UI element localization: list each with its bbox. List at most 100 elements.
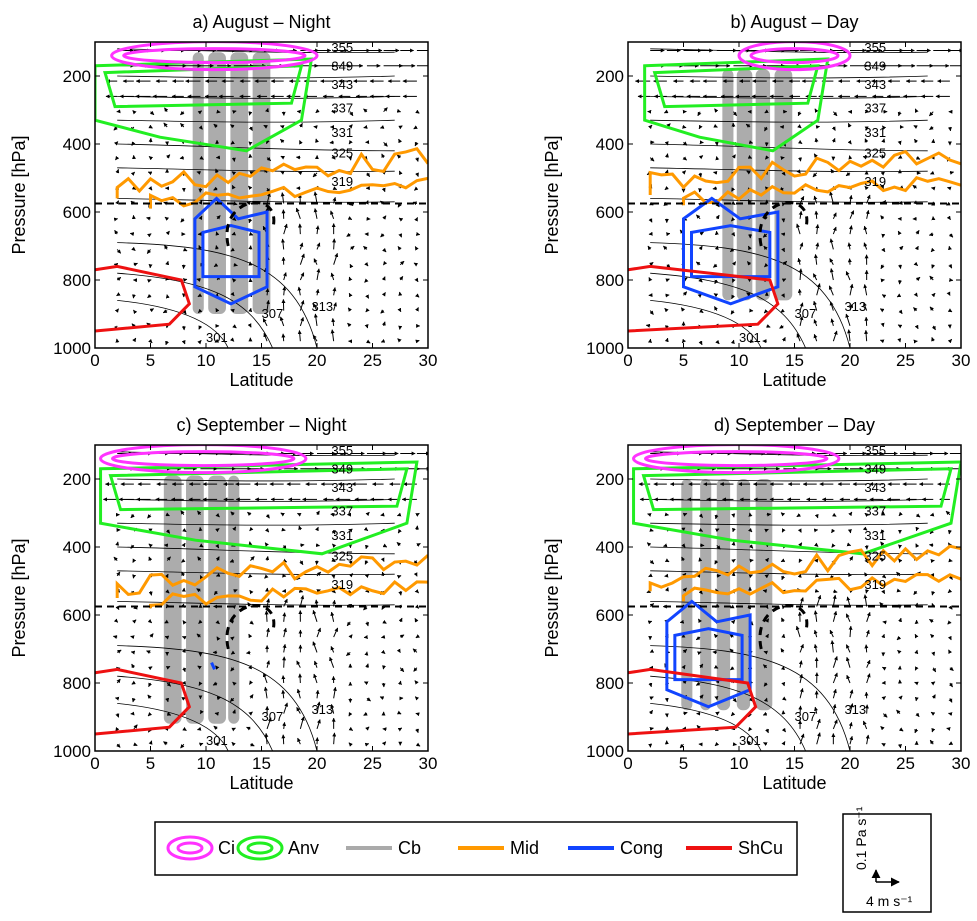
wind-vector bbox=[331, 273, 333, 280]
wind-vector bbox=[313, 173, 317, 177]
wind-vector bbox=[298, 689, 301, 698]
wind-vector bbox=[284, 722, 285, 729]
wind-vector bbox=[700, 173, 701, 177]
wind-vector bbox=[948, 591, 950, 593]
theta-label: 337 bbox=[864, 100, 886, 115]
wind-vector bbox=[816, 138, 817, 142]
wind-vector bbox=[246, 652, 250, 653]
legend-label: Anv bbox=[288, 838, 319, 858]
x-tick-label: 0 bbox=[90, 754, 99, 773]
wind-vector bbox=[281, 171, 284, 172]
x-tick-label: 15 bbox=[785, 351, 804, 370]
wind-vector bbox=[417, 234, 420, 235]
wind-vector bbox=[300, 545, 304, 546]
wind-vector bbox=[716, 515, 717, 519]
theta-label: 301 bbox=[206, 733, 228, 748]
wind-vector bbox=[417, 173, 418, 177]
wind-vector bbox=[667, 170, 668, 173]
shcu-contour bbox=[95, 266, 189, 331]
wind-vector bbox=[680, 744, 683, 748]
wind-vector bbox=[914, 126, 917, 127]
x-tick-label: 15 bbox=[252, 754, 271, 773]
wind-vector bbox=[814, 196, 816, 203]
wind-vector bbox=[880, 340, 883, 341]
wind-vector bbox=[267, 628, 269, 637]
wind-vector bbox=[650, 561, 654, 564]
x-tick-label: 25 bbox=[896, 351, 915, 370]
wind-vector bbox=[349, 743, 350, 744]
wind-vector bbox=[299, 526, 300, 530]
wind-vector bbox=[850, 690, 852, 699]
x-tick-label: 20 bbox=[308, 351, 327, 370]
wind-vector bbox=[800, 688, 803, 698]
wind-vector bbox=[250, 665, 251, 667]
wind-vector bbox=[917, 295, 918, 296]
wind-vector bbox=[917, 714, 920, 717]
wind-vector bbox=[648, 246, 650, 249]
wind-vector bbox=[833, 138, 835, 142]
wind-vector bbox=[817, 243, 818, 250]
wind-vector bbox=[317, 720, 320, 729]
wind-vector bbox=[134, 172, 135, 173]
wind-vector bbox=[817, 224, 818, 234]
wind-vector bbox=[399, 218, 400, 219]
wind-vector bbox=[947, 728, 950, 729]
wind-vector bbox=[332, 544, 333, 545]
wind-vector bbox=[350, 219, 351, 220]
wind-vector bbox=[163, 311, 167, 313]
wind-vector bbox=[847, 657, 850, 667]
cb-column bbox=[230, 52, 248, 314]
y-tick-label: 600 bbox=[63, 203, 91, 222]
wind-vector bbox=[649, 576, 651, 577]
legend-label: Ci bbox=[218, 838, 235, 858]
y-tick-label: 600 bbox=[596, 606, 624, 625]
wind-vector bbox=[199, 326, 201, 329]
wind-vector bbox=[400, 311, 401, 312]
wind-vector bbox=[147, 249, 150, 253]
wind-vector bbox=[898, 158, 900, 159]
wind-vector bbox=[733, 262, 735, 265]
vector-key: 0.1 Pa s⁻¹ 4 m s⁻¹ bbox=[843, 806, 931, 912]
y-tick-label: 800 bbox=[596, 271, 624, 290]
wind-vector bbox=[184, 729, 187, 731]
wind-vector bbox=[284, 287, 285, 296]
wind-vector bbox=[117, 650, 121, 652]
wind-vector bbox=[816, 211, 817, 219]
wind-vector bbox=[846, 173, 850, 176]
wind-vector bbox=[249, 634, 251, 637]
wind-vector bbox=[713, 172, 716, 173]
wind-vector bbox=[180, 158, 184, 159]
wind-vector bbox=[800, 243, 803, 250]
wind-vector bbox=[347, 323, 350, 326]
wind-vector bbox=[249, 112, 250, 116]
wind-vector bbox=[800, 598, 803, 607]
wind-vector bbox=[367, 744, 369, 745]
wind-vector bbox=[384, 622, 387, 624]
wind-vector bbox=[833, 515, 836, 517]
wind-vector bbox=[831, 530, 833, 533]
wind-vector bbox=[799, 561, 800, 563]
theta-label: 331 bbox=[331, 528, 353, 543]
wind-vector bbox=[783, 729, 785, 732]
wind-vector bbox=[867, 210, 869, 218]
wind-vector bbox=[899, 112, 900, 116]
wind-vector bbox=[800, 127, 801, 128]
wind-vector bbox=[950, 172, 954, 173]
wind-vector bbox=[381, 341, 383, 342]
wind-vector bbox=[384, 277, 385, 280]
y-axis-label: Pressure [hPa] bbox=[9, 135, 29, 254]
wind-vector bbox=[265, 576, 268, 578]
theta-label: 301 bbox=[739, 330, 761, 345]
wind-vector bbox=[700, 341, 702, 345]
wind-vector bbox=[346, 652, 350, 655]
wind-vector bbox=[917, 158, 920, 160]
wind-vector bbox=[783, 634, 784, 637]
wind-vector bbox=[949, 530, 950, 534]
wind-vector bbox=[667, 154, 668, 158]
wind-vector bbox=[700, 246, 702, 249]
panel-title: c) September – Night bbox=[176, 415, 346, 435]
wind-vector bbox=[317, 511, 319, 515]
wind-vector bbox=[331, 211, 334, 219]
